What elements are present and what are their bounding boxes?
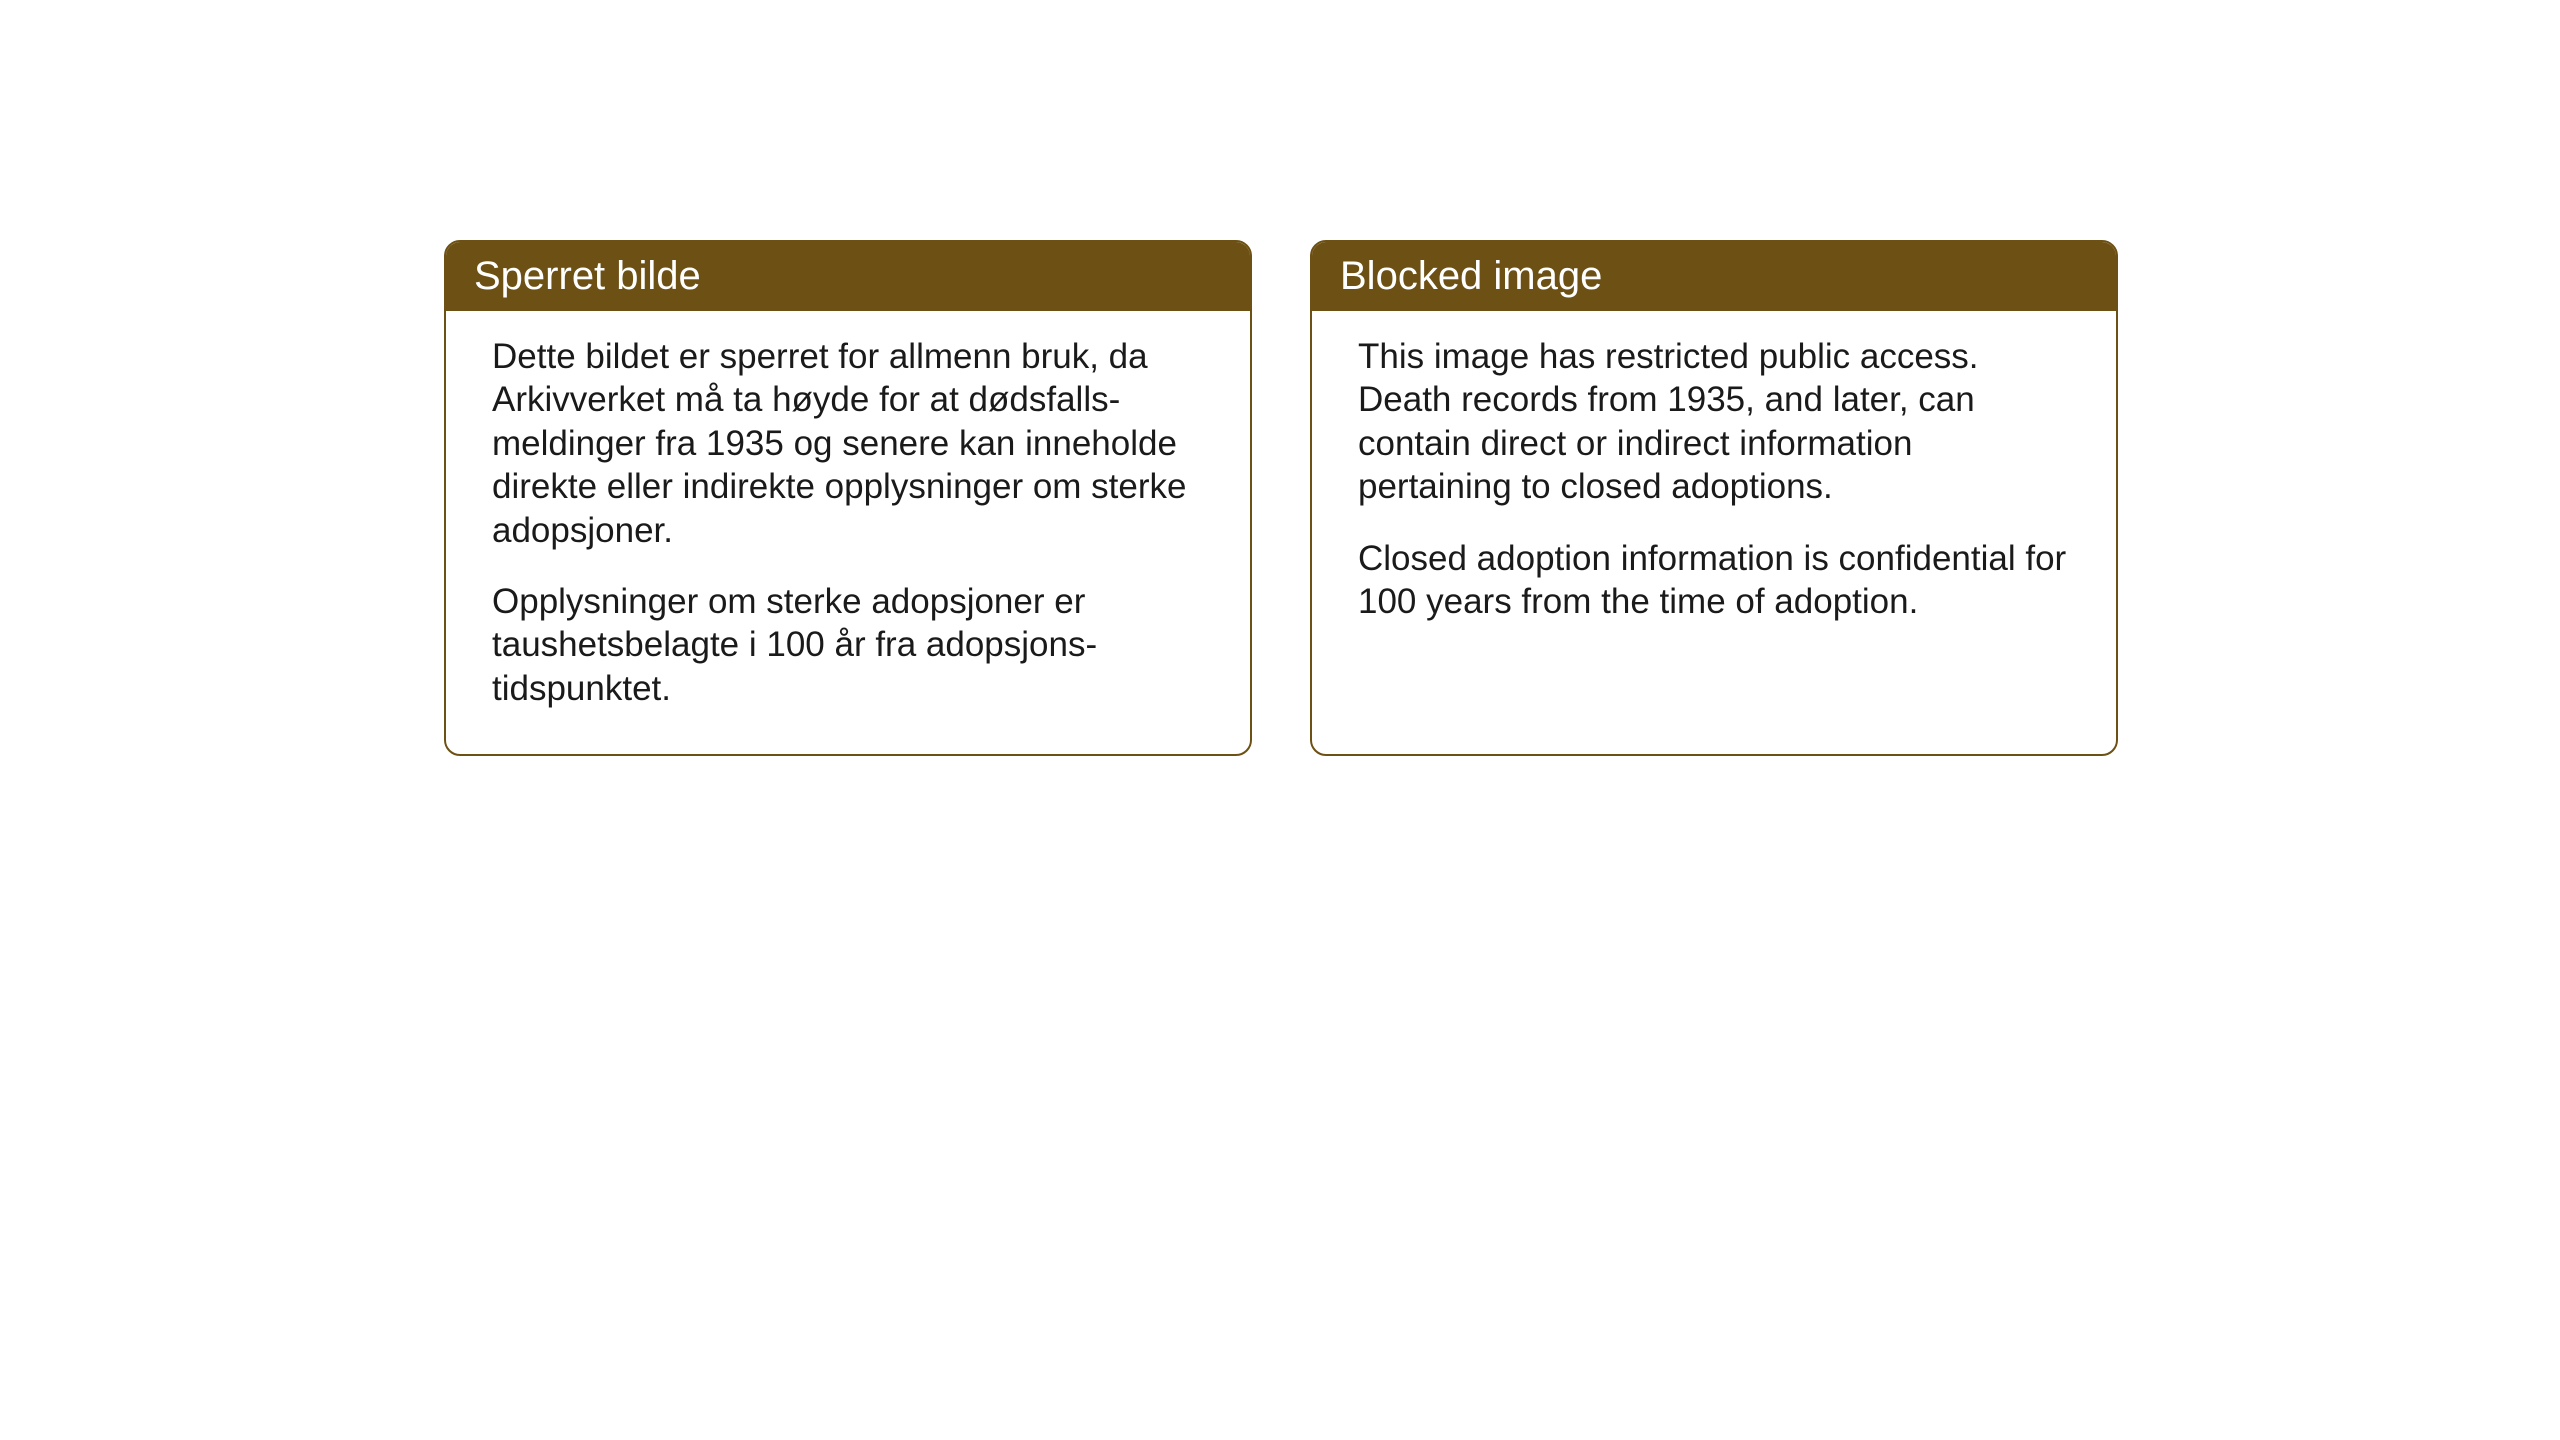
english-notice-card: Blocked image This image has restricted … [1310,240,2118,756]
norwegian-notice-card: Sperret bilde Dette bildet er sperret fo… [444,240,1252,756]
norwegian-paragraph-1: Dette bildet er sperret for allmenn bruk… [492,335,1204,552]
english-card-title: Blocked image [1312,242,2116,311]
english-card-body: This image has restricted public access.… [1312,311,2116,659]
notice-container: Sperret bilde Dette bildet er sperret fo… [444,240,2118,756]
english-paragraph-1: This image has restricted public access.… [1358,335,2070,509]
english-paragraph-2: Closed adoption information is confident… [1358,537,2070,624]
norwegian-card-title: Sperret bilde [446,242,1250,311]
norwegian-card-body: Dette bildet er sperret for allmenn bruk… [446,311,1250,746]
norwegian-paragraph-2: Opplysninger om sterke adopsjoner er tau… [492,580,1204,710]
